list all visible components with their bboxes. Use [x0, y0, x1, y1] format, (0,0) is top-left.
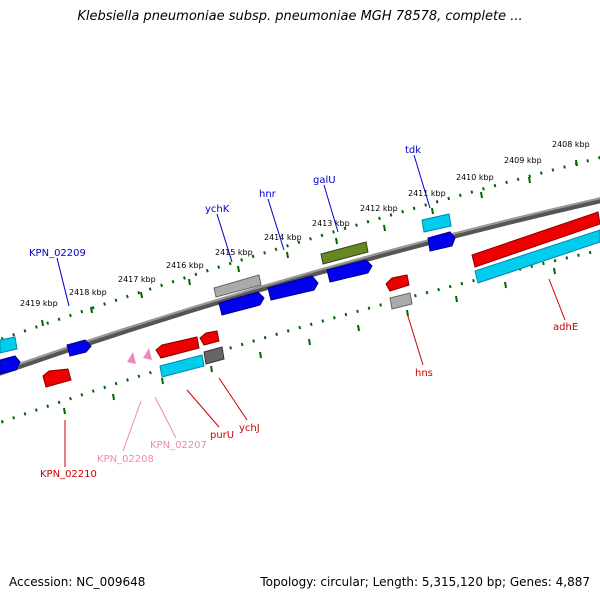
gene-ychK-feature[interactable] [213, 274, 262, 298]
gene-labels: KPN_02209 ychK hnr galU tdk adhE hns ych… [29, 145, 578, 480]
tick-label: 2417 kbp [118, 275, 156, 284]
gene-feature[interactable] [218, 291, 265, 316]
tick-label: 2411 kbp [408, 189, 446, 198]
gene-purU-feature[interactable] [155, 336, 200, 359]
tick-label: 2410 kbp [456, 173, 494, 182]
gene-label-ychJ: ychJ [239, 423, 260, 434]
gene-label-KPN_02210: KPN_02210 [40, 469, 97, 480]
gene-label-tdk: tdk [405, 145, 421, 156]
gene-feature[interactable] [159, 354, 205, 378]
map-title: Klebsiella pneumoniae subsp. pneumoniae … [77, 9, 523, 24]
gene-feature[interactable] [203, 346, 225, 365]
gene-label-ychK: ychK [205, 204, 230, 215]
gene-KPN_02208-feature[interactable] [127, 352, 136, 364]
tick-label: 2416 kbp [166, 261, 204, 270]
label-leader-lines [56, 154, 566, 467]
gene-tdk-feature[interactable] [421, 213, 452, 233]
inner-tick-ring [0, 248, 600, 425]
gene-feature[interactable] [427, 231, 456, 252]
gene-feature[interactable] [389, 292, 413, 310]
gene-ychJ-feature[interactable] [199, 330, 220, 346]
gene-feature[interactable] [0, 336, 18, 354]
gene-label-KPN_02209: KPN_02209 [29, 248, 86, 259]
gene-KPN_02209-feature[interactable] [66, 339, 92, 357]
gene-label-KPN_02208: KPN_02208 [97, 454, 154, 465]
tick-label: 2415 kbp [215, 248, 253, 257]
gene-label-hns: hns [415, 368, 433, 379]
tick-label: 2412 kbp [360, 204, 398, 213]
gene-galU-feature[interactable] [320, 241, 369, 265]
accession-label: Accession: NC_009648 [9, 575, 146, 589]
gene-hnr-feature[interactable] [267, 275, 319, 301]
tick-label: 2418 kbp [69, 288, 107, 297]
gene-hns-feature[interactable] [385, 274, 410, 292]
tick-label: 2409 kbp [504, 156, 542, 165]
gene-KPN_02210-feature[interactable] [42, 368, 72, 388]
forward-strand-features [0, 211, 600, 375]
gene-feature[interactable] [0, 355, 21, 375]
genome-summary: Topology: circular; Length: 5,315,120 bp… [260, 575, 590, 589]
tick-label: 2419 kbp [20, 299, 58, 308]
tick-label: 2414 kbp [264, 233, 302, 242]
gene-label-KPN_02207: KPN_02207 [150, 440, 207, 451]
gene-label-hnr: hnr [259, 189, 277, 200]
gene-adhE-feature[interactable] [471, 211, 600, 268]
gene-label-purU: purU [210, 430, 234, 441]
tick-label: 2408 kbp [552, 140, 590, 149]
gene-label-galU: galU [313, 175, 336, 186]
gene-feature[interactable] [326, 259, 373, 283]
reverse-strand-features [42, 274, 413, 388]
tick-label: 2413 kbp [312, 219, 350, 228]
gene-label-adhE: adhE [553, 322, 578, 333]
outer-tick-ring [0, 156, 600, 342]
tick-labels: 2408 kbp 2409 kbp 2410 kbp 2411 kbp 2412… [20, 140, 590, 308]
gene-feature[interactable] [474, 229, 600, 284]
gene-KPN_02207-feature[interactable] [143, 348, 152, 360]
